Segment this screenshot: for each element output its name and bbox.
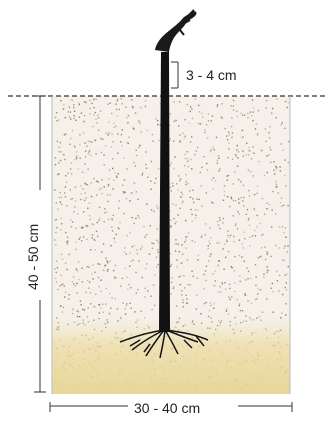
- depth-label-bg: [20, 190, 46, 300]
- seedling: [119, 9, 209, 359]
- roots: [119, 329, 209, 359]
- root-zone: [52, 318, 290, 394]
- depth-label: 40 - 50 cm: [25, 224, 41, 290]
- width-label: 30 - 40 cm: [134, 400, 200, 416]
- stem-top-twig: [177, 9, 195, 36]
- stem-height-label: 3 - 4 cm: [186, 67, 237, 83]
- stem: [159, 52, 170, 332]
- stem-height-bracket: [171, 61, 179, 89]
- width-label-bg: [128, 398, 238, 418]
- stem-top: [155, 11, 197, 52]
